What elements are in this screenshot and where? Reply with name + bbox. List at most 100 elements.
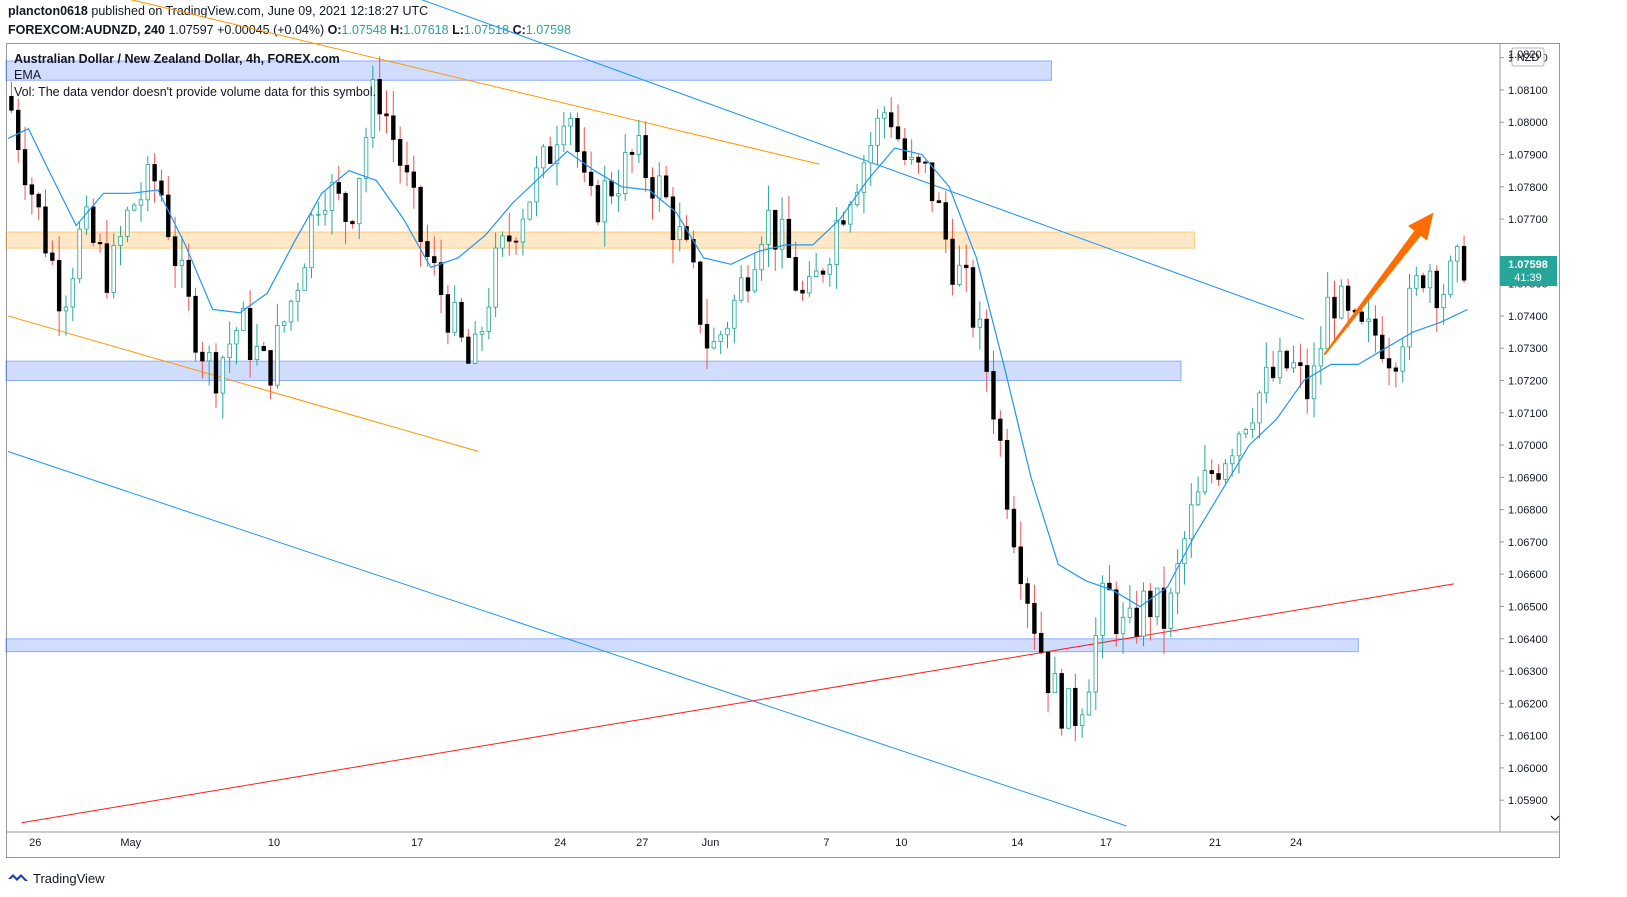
candle-body <box>1257 392 1262 424</box>
tradingview-logo-icon[interactable] <box>8 873 28 885</box>
candle-body <box>950 238 955 285</box>
candle-body <box>1414 275 1419 289</box>
time-tick-label: 10 <box>268 837 280 849</box>
candle-body <box>964 264 969 269</box>
candle-body <box>875 117 880 146</box>
candle-body <box>623 152 628 195</box>
candle-body <box>1434 270 1439 309</box>
chevron-down-icon[interactable] <box>1550 815 1560 821</box>
time-tick-label: 17 <box>411 837 423 849</box>
time-tick-label: Jun <box>702 837 720 849</box>
candle-body <box>1366 318 1371 322</box>
candle-body <box>1455 245 1460 262</box>
candle-body <box>711 341 717 349</box>
candle-body <box>363 137 369 179</box>
candle-body <box>1154 587 1160 618</box>
candle-body <box>841 220 846 225</box>
candle-body <box>759 243 764 271</box>
candle-body <box>227 343 232 359</box>
zone-orange-1 <box>5 231 1196 249</box>
candle-body <box>118 235 123 246</box>
time-tick-label: 21 <box>1209 837 1221 849</box>
candle-body <box>643 135 648 178</box>
candle-body <box>650 177 655 199</box>
legend-ema[interactable]: EMA <box>14 68 42 82</box>
candle-body <box>745 277 751 292</box>
candle-body <box>991 371 996 420</box>
candle-body <box>302 267 307 291</box>
candle-body <box>1400 346 1405 372</box>
currency-button[interactable] <box>1511 47 1545 67</box>
price-tick-label: 1.07100 <box>1508 408 1548 420</box>
arrow-layer <box>1323 212 1434 356</box>
price-tick-label: 1.08100 <box>1508 85 1548 97</box>
candle-body <box>425 241 430 258</box>
low-value: 1.07518 <box>463 23 510 37</box>
price-tick-label: 1.07000 <box>1508 440 1548 452</box>
candle-body <box>773 209 778 250</box>
price-tick-label: 1.06500 <box>1508 601 1548 613</box>
candle-body <box>868 144 873 164</box>
candle-body <box>1277 350 1283 379</box>
candle-body <box>84 206 89 230</box>
open-value: 1.07548 <box>341 23 387 37</box>
candle-body <box>970 267 976 328</box>
candle-body <box>50 252 55 261</box>
candle-body <box>63 306 69 312</box>
candle-body <box>275 325 280 386</box>
candle-body <box>1079 714 1085 726</box>
candle-body <box>479 330 485 335</box>
candle-body <box>1250 422 1255 430</box>
candle-body <box>1189 504 1194 540</box>
candle-body <box>452 301 457 333</box>
footer-brand[interactable]: TradingView <box>33 871 105 886</box>
price-tick-label: 1.06600 <box>1508 569 1548 581</box>
candle-body <box>800 289 805 294</box>
candle-body <box>152 164 157 182</box>
price-tick-label: 1.08000 <box>1508 117 1548 129</box>
candle-body <box>827 264 833 275</box>
candle-body <box>527 201 532 220</box>
candle-body <box>786 218 792 258</box>
candle-body <box>848 204 853 225</box>
candle-body <box>397 139 403 166</box>
candle-body <box>9 96 14 111</box>
footer: TradingView <box>8 871 105 886</box>
close-value: 1.07598 <box>525 23 571 37</box>
candle-body <box>1305 365 1310 400</box>
candle-body <box>166 194 171 238</box>
ema-layer <box>7 127 1468 608</box>
candle-body <box>1161 587 1167 629</box>
candle-body <box>1052 673 1058 694</box>
candle-body <box>752 269 757 292</box>
time-axis-labels: 26 May 10 17 24 27 Jun 7 10 14 17 21 24 <box>29 837 1302 849</box>
candle-body <box>282 321 287 326</box>
author-name[interactable]: plancton0618 <box>8 4 88 18</box>
high-label: H: <box>390 23 404 37</box>
published-text: published on TradingView.com, June 09, 2… <box>91 4 429 18</box>
trend-line-blue-1 <box>7 451 1127 827</box>
price-tick-label: 1.07800 <box>1508 182 1548 194</box>
candle-body <box>1114 589 1119 635</box>
candle-body <box>234 330 239 345</box>
candle-body <box>998 418 1003 441</box>
candle-body <box>1127 607 1133 618</box>
candle-body <box>834 220 839 265</box>
candle-body <box>1448 260 1453 295</box>
candle-body <box>350 221 355 225</box>
candle-body <box>159 180 164 196</box>
time-tick-label: May <box>120 837 141 849</box>
candle-body <box>1229 455 1235 465</box>
price-tick-label: 1.06200 <box>1508 698 1548 710</box>
candle-body <box>670 196 676 241</box>
candle-body <box>295 289 301 302</box>
candle-body <box>663 175 669 198</box>
candle-body <box>377 79 382 115</box>
candle-body <box>288 300 294 323</box>
candle-body <box>854 191 860 206</box>
symbol-text: FOREXCOM:AUDNZD, 240 <box>8 23 165 37</box>
candle-body <box>916 156 921 163</box>
candle-body <box>595 185 601 223</box>
candle-body <box>486 306 492 332</box>
